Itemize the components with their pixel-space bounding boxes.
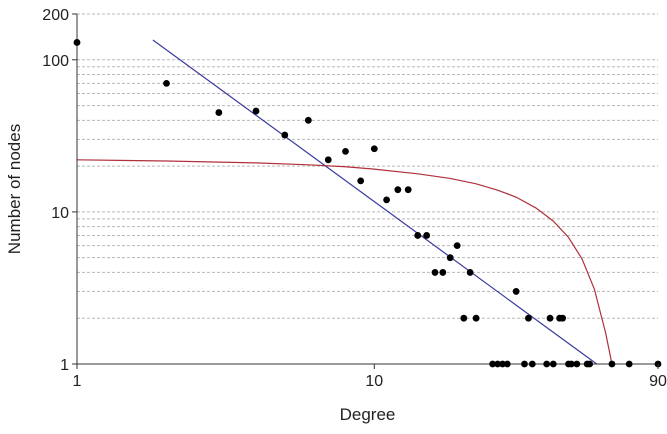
data-point xyxy=(543,360,551,368)
data-point xyxy=(503,360,511,368)
data-point xyxy=(404,186,412,194)
axes-layer xyxy=(76,14,658,365)
x-tick-label: 1 xyxy=(73,373,82,390)
data-point xyxy=(73,39,81,46)
data-point xyxy=(466,269,474,276)
data-point xyxy=(528,360,536,368)
data-point xyxy=(252,107,260,115)
data-point xyxy=(586,360,594,368)
x-tick-label: 10 xyxy=(365,373,383,390)
y-tick-label: 1 xyxy=(60,357,69,374)
data-point xyxy=(163,79,170,87)
data-point xyxy=(521,360,528,368)
data-point xyxy=(215,109,223,116)
data-point xyxy=(453,242,461,250)
data-point xyxy=(559,314,567,322)
data-point xyxy=(281,131,289,139)
data-point xyxy=(357,177,365,185)
y-axis-label: Number of nodes xyxy=(5,124,24,254)
data-point xyxy=(342,147,349,155)
data-point xyxy=(573,360,581,368)
data-point xyxy=(324,156,332,164)
data-point xyxy=(608,360,616,368)
data-point xyxy=(370,145,378,153)
y-tick-label: 200 xyxy=(42,7,69,24)
data-point xyxy=(499,360,506,368)
data-point xyxy=(460,314,468,322)
data-point xyxy=(431,269,439,276)
curve-fit-line xyxy=(76,159,613,365)
data-point xyxy=(625,360,633,368)
data-point xyxy=(567,360,575,368)
data-point xyxy=(525,314,532,322)
data-point xyxy=(512,288,520,295)
x-tick-label: 90 xyxy=(649,373,667,390)
tick-labels-layer: 1 10 90 1 10 100 200 xyxy=(42,7,667,390)
grid-layer xyxy=(77,13,658,319)
data-point xyxy=(383,196,391,204)
fit-lines-layer xyxy=(76,39,613,365)
data-point xyxy=(446,254,454,262)
y-tick-label: 10 xyxy=(51,205,69,222)
data-point xyxy=(439,269,447,276)
x-axis-label: Degree xyxy=(340,405,396,424)
linear-fit-line xyxy=(152,39,598,365)
data-point xyxy=(546,314,554,322)
data-point xyxy=(494,360,502,368)
data-point xyxy=(394,186,402,194)
y-tick-label: 100 xyxy=(42,53,69,70)
data-point xyxy=(472,314,480,322)
data-points-layer xyxy=(73,39,662,368)
data-point xyxy=(489,360,497,368)
data-point xyxy=(304,116,312,124)
data-point xyxy=(549,360,557,368)
data-point xyxy=(414,232,422,239)
data-point xyxy=(423,232,431,239)
